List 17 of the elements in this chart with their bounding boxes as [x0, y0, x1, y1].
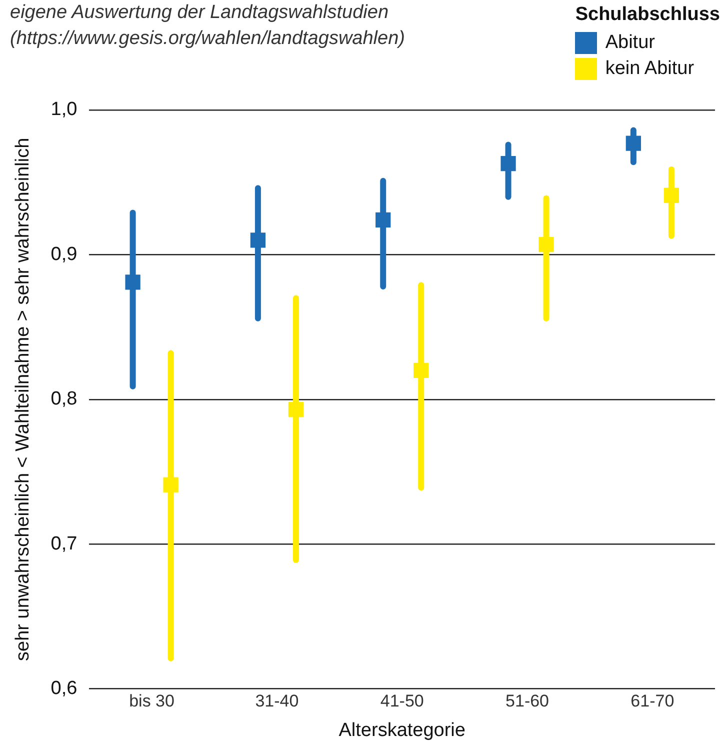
y-tick-label: 0,7	[50, 533, 78, 554]
x-axis-title: Alterskategorie	[338, 720, 466, 741]
text: eigene Auswertung der Landtagswahlstudien	[10, 1, 390, 25]
legend-title: Schulabschluss	[575, 4, 720, 26]
legend-label: Abitur	[605, 32, 655, 54]
text: (https://www.gesis.org/wahlen/landtagswahlen)	[10, 27, 405, 51]
y-axis-title: sehr unwahrscheinlich < Wahlteilnahme > sehr wahrscheinlich	[12, 138, 34, 661]
y-tick-label: 0,9	[50, 244, 78, 265]
x-tick-label: bis 30	[129, 692, 174, 711]
x-tick-label: 31-40	[255, 692, 299, 711]
y-tick-label: 0,6	[50, 678, 78, 700]
y-tick-label: 1,0	[50, 99, 78, 120]
x-tick-label: 41-50	[380, 692, 424, 711]
x-tick-label: 61-70	[630, 692, 674, 711]
legend-label: kein Abitur	[605, 58, 694, 80]
y-tick-label: 0,8	[50, 388, 78, 410]
x-tick-label: 51-60	[506, 692, 550, 711]
